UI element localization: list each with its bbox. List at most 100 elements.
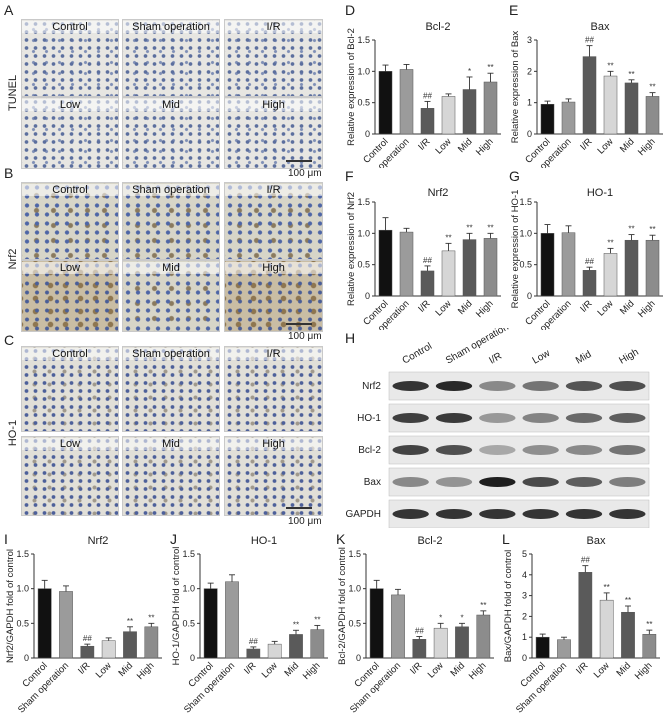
wb-row-label: Nrf2 xyxy=(362,381,381,392)
panel-letter-l: L xyxy=(502,531,510,547)
wb-lane-label: High xyxy=(617,347,640,367)
significance-marker: ** xyxy=(293,620,299,629)
bar xyxy=(582,270,597,297)
panel-letter-h: H xyxy=(345,330,356,346)
wb-band xyxy=(435,413,473,423)
micrograph-label: High xyxy=(225,262,322,274)
micrograph-tunel-high: High xyxy=(224,97,323,169)
micrograph-nrf2-sham: Sham operation xyxy=(122,182,220,260)
significance-marker: ** xyxy=(628,225,634,234)
micrograph-label: I/R xyxy=(225,21,322,33)
y-axis-label: Relative expression of Nrf2 xyxy=(346,192,357,306)
x-tick-label: I/R xyxy=(76,660,92,676)
y-tick-label: 0 xyxy=(356,653,361,663)
bar xyxy=(455,626,469,659)
wb-band xyxy=(565,381,603,391)
y-tick-label: 1.0 xyxy=(348,584,361,594)
chart-title: Nrf2 xyxy=(88,535,109,547)
wb-strip xyxy=(388,467,650,497)
x-tick-label: Low xyxy=(426,660,446,680)
significance-marker: ## xyxy=(585,36,594,45)
x-tick-label: Mid xyxy=(117,660,136,679)
x-tick-label: Low xyxy=(434,298,454,318)
x-tick-label: Low xyxy=(592,660,612,680)
significance-marker: ** xyxy=(487,223,493,232)
significance-marker: ** xyxy=(649,225,655,234)
wb-row-label: Bcl-2 xyxy=(358,445,381,456)
wb-rows: Nrf2 HO-1 Bcl-2 Bax GAPDH xyxy=(345,371,650,528)
wb-band xyxy=(392,477,429,487)
bar xyxy=(203,588,218,659)
bar xyxy=(582,56,597,135)
x-tick-label: High xyxy=(636,136,658,158)
chart-nrf2-gapdh: Nrf2 Nrf2/GAPDH fold of control 0 0.5 1.0 1.5… xyxy=(5,535,162,716)
x-tick-label: I/R xyxy=(416,298,432,314)
bar xyxy=(433,627,448,659)
bar xyxy=(101,640,116,659)
bar xyxy=(123,631,137,659)
micrograph-label: High xyxy=(225,99,322,111)
wb-band xyxy=(609,509,646,519)
bar xyxy=(642,634,657,659)
micrograph-tunel-control: Control xyxy=(21,19,119,97)
x-tick-label: Mid xyxy=(618,298,637,317)
chart-nrf2-relative: Nrf2 Relative expression of Nrf2 0 0.5 1.0 1.… xyxy=(346,187,501,330)
y-tick-label: 0 xyxy=(365,129,370,139)
significance-marker: ** xyxy=(127,617,133,626)
wb-band xyxy=(479,413,516,423)
bar xyxy=(462,89,477,135)
y-tick-label: 1.5 xyxy=(182,549,195,559)
significance-marker: ## xyxy=(423,91,432,100)
y-tick-label: 1.0 xyxy=(16,584,29,594)
significance-marker: ## xyxy=(415,627,424,636)
panel-letter-f: F xyxy=(345,168,354,184)
micrograph-label: Sham operation xyxy=(123,21,219,33)
significance-marker: ** xyxy=(487,63,493,72)
micrograph-label: Sham operation xyxy=(123,184,219,196)
bar xyxy=(603,253,618,297)
x-tick-label: Low xyxy=(260,660,280,680)
micrograph-ho1-high: High xyxy=(224,436,323,516)
y-tick-label: 1.5 xyxy=(16,549,29,559)
panel-letter-a: A xyxy=(4,2,14,18)
bar xyxy=(561,232,576,297)
x-tick-label: I/R xyxy=(416,136,432,152)
y-tick-label: 3 xyxy=(527,35,532,45)
y-tick-label: 0 xyxy=(365,291,370,301)
x-tick-label: High xyxy=(474,298,496,320)
x-tick-label: High xyxy=(467,660,489,682)
chart-title: HO-1 xyxy=(251,535,277,547)
significance-marker: ** xyxy=(646,620,652,629)
x-tick-label: Low xyxy=(596,298,616,318)
panel-letter-i: I xyxy=(4,531,8,547)
significance-marker: ** xyxy=(628,70,634,79)
panel-letter-k: K xyxy=(336,531,346,547)
wb-band xyxy=(522,381,559,391)
wb-lane-label: Control xyxy=(401,341,434,367)
significance-marker: * xyxy=(439,613,442,622)
y-tick-label: 0.5 xyxy=(182,618,195,628)
y-tick-label: 0 xyxy=(527,129,532,139)
micrograph-ho1-low: Low xyxy=(21,436,119,516)
micrograph-ho1-sham: Sham operation xyxy=(122,346,220,432)
micrograph-tunel-low: Low xyxy=(21,97,119,169)
wb-lane-label: Mid xyxy=(574,349,593,367)
bar xyxy=(37,588,52,659)
x-tick-label: Mid xyxy=(456,136,475,155)
panel-letter-d: D xyxy=(345,2,356,18)
wb-band xyxy=(522,509,559,519)
significance-marker: ** xyxy=(445,233,451,242)
x-tick-label: Mid xyxy=(456,298,475,317)
y-tick-label: 0 xyxy=(190,653,195,663)
y-tick-label: 4 xyxy=(522,570,527,580)
y-axis-label: Relative expression of Bcl-2 xyxy=(346,28,357,146)
x-tick-label: High xyxy=(633,660,655,682)
micrograph-tunel-ir: I/R xyxy=(224,19,323,97)
significance-marker: ** xyxy=(480,601,486,610)
chart-title: Bax xyxy=(591,21,610,33)
wb-band xyxy=(609,381,646,391)
y-tick-label: 1.0 xyxy=(182,584,195,594)
y-tick-label: 1.5 xyxy=(348,549,361,559)
bar xyxy=(603,75,618,135)
wb-band xyxy=(435,509,473,519)
